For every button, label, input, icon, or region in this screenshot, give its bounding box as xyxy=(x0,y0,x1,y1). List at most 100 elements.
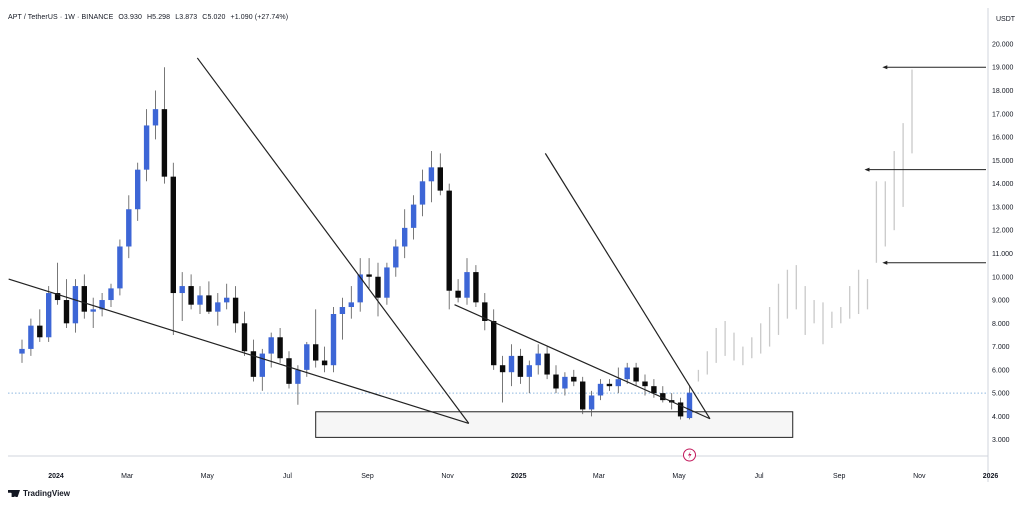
price-tick-label: 9.000 xyxy=(992,298,1010,305)
candle-down xyxy=(642,381,648,387)
candle-down xyxy=(571,376,577,382)
time-tick-label: Jul xyxy=(283,473,292,480)
candle-up xyxy=(526,365,532,377)
candle-up xyxy=(508,355,515,373)
wedge-trendline xyxy=(8,278,469,424)
candle-down xyxy=(170,176,176,294)
candle-up xyxy=(562,376,568,389)
candle-down xyxy=(446,190,452,291)
time-tick-label: Sep xyxy=(361,473,374,480)
target-level-arrow xyxy=(864,167,870,172)
target-level-arrow xyxy=(882,260,888,265)
support-zone-box xyxy=(315,411,794,438)
price-unit-label: USDT xyxy=(996,16,1016,23)
price-tick-label: 6.000 xyxy=(992,367,1010,374)
candle-down xyxy=(366,274,372,277)
candle-down xyxy=(63,300,70,324)
price-tick-label: 7.000 xyxy=(992,344,1010,351)
open-value: O3.930 xyxy=(118,14,142,21)
brand-logo[interactable]: TradingView xyxy=(8,489,70,498)
candle-up xyxy=(393,246,399,268)
candle-down xyxy=(313,344,319,361)
price-tick-label: 13.000 xyxy=(992,204,1014,211)
tradingview-logo-icon xyxy=(8,490,20,497)
candle-up xyxy=(295,369,301,384)
candle-up xyxy=(588,395,595,410)
price-tick-label: 11.000 xyxy=(992,251,1013,258)
candle-up xyxy=(126,209,132,247)
lightning-icon xyxy=(688,450,692,460)
candle-down xyxy=(651,386,657,394)
candle-up xyxy=(197,295,203,305)
close-value: C5.020 xyxy=(202,14,226,21)
candle-down xyxy=(375,276,381,298)
candle-down xyxy=(188,286,194,305)
price-tick-label: 15.000 xyxy=(992,158,1014,165)
candle-up xyxy=(215,302,221,312)
high-value: H5.298 xyxy=(147,14,171,21)
time-tick-label: May xyxy=(672,473,686,480)
candle-down xyxy=(161,109,168,177)
time-tick-label: Mar xyxy=(121,473,134,480)
time-tick-label: Nov xyxy=(441,473,454,480)
candle-up xyxy=(419,181,426,205)
candle-down xyxy=(241,323,248,352)
candle-up xyxy=(90,309,96,312)
candle-up xyxy=(410,204,417,228)
candle-up xyxy=(108,288,114,301)
candle-down xyxy=(321,360,328,366)
candle-down xyxy=(54,293,61,301)
brand-name: TradingView xyxy=(23,489,70,498)
candle-down xyxy=(544,353,550,375)
candle-up xyxy=(268,337,274,354)
candle-up xyxy=(224,297,230,303)
candle-up xyxy=(28,325,34,349)
candle-up xyxy=(624,367,630,380)
low-value: L3.873 xyxy=(175,14,198,21)
candle-down xyxy=(277,337,283,359)
candle-up xyxy=(143,125,150,170)
price-tick-label: 17.000 xyxy=(992,111,1014,118)
candle-up xyxy=(428,167,435,182)
candle-up xyxy=(304,344,310,370)
price-tick-label: 18.000 xyxy=(992,88,1014,95)
wedge-trendline xyxy=(454,304,711,420)
candle-down xyxy=(286,358,292,384)
candle-up xyxy=(330,314,337,366)
candle-down xyxy=(491,320,497,366)
price-tick-label: 20.000 xyxy=(992,41,1014,48)
wedge-trendline xyxy=(544,153,711,420)
price-tick-label: 10.000 xyxy=(992,274,1014,281)
time-tick-label: 2026 xyxy=(983,473,999,480)
candle-up xyxy=(72,286,79,324)
price-tick-label: 19.000 xyxy=(992,65,1014,72)
symbol-label[interactable]: APT / TetherUS · 1W · BINANCE xyxy=(8,14,114,21)
time-tick-label: 2024 xyxy=(48,473,64,480)
candle-down xyxy=(473,272,479,303)
ohlc-header: APT / TetherUS · 1W · BINANCE O3.930 H5.… xyxy=(8,14,291,21)
candle-up xyxy=(46,293,52,338)
candle-down xyxy=(250,351,257,377)
price-tick-label: 16.000 xyxy=(992,135,1014,142)
change-value: +1.090 (+27.74%) xyxy=(230,14,289,21)
candle-down xyxy=(633,367,639,382)
candle-down xyxy=(455,290,461,298)
candle-up xyxy=(464,272,470,298)
time-tick-label: May xyxy=(201,473,215,480)
candle-up xyxy=(339,307,346,314)
candle-down xyxy=(437,167,443,191)
candle-up xyxy=(615,379,621,387)
candle-up xyxy=(117,246,123,289)
price-tick-label: 5.000 xyxy=(992,391,1010,398)
candle-up xyxy=(179,286,185,294)
candle-up xyxy=(99,300,105,310)
candle-up xyxy=(384,267,390,298)
candle-up xyxy=(348,302,354,308)
candle-up xyxy=(357,274,363,303)
candle-up xyxy=(535,353,541,366)
candle-down xyxy=(482,302,488,321)
wedge-trendline xyxy=(196,57,470,424)
time-tick-label: 2025 xyxy=(511,473,527,480)
candle-up xyxy=(402,227,408,247)
